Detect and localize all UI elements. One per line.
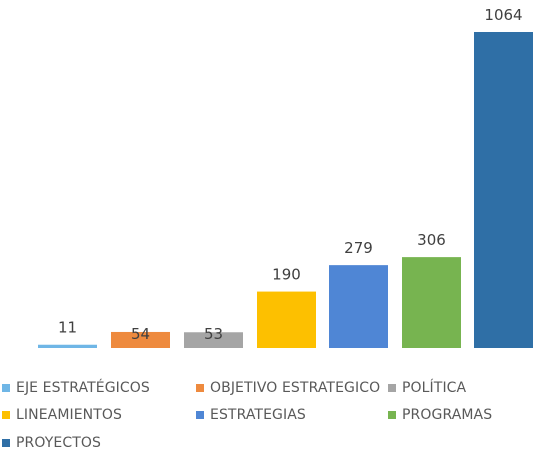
legend-swatch [2,384,10,392]
bars-layer [38,32,533,348]
data-labels-layer: 11 54 53 190 279 306 1064 [58,6,523,343]
legend-label: EJE ESTRATÉGICOS [16,380,150,396]
legend-label: PROYECTOS [16,435,101,451]
bar-programas [402,257,461,348]
legend-swatch [388,384,396,392]
bar-proyectos [474,32,533,348]
bar-estrategias [329,265,388,348]
bar-objetivo-estrategico [111,331,170,348]
legend-item-estrategias: ESTRATEGIAS [196,405,306,425]
legend-label: ESTRATEGIAS [210,407,306,423]
legend-item-proyectos: PROYECTOS [2,433,101,453]
data-label-lineamientos: 190 [272,266,301,284]
bar-politica [184,332,243,348]
legend-swatch [2,439,10,447]
data-label-objetivo-estrategico: 54 [131,325,150,343]
legend-item-eje-estrategicos: EJE ESTRATÉGICOS [2,378,150,398]
legend-swatch [2,411,10,419]
legend-item-lineamientos: LINEAMIENTOS [2,405,122,425]
bar-lineamientos [257,291,316,348]
legend: EJE ESTRATÉGICOS OBJETIVO ESTRATEGICO PO… [0,372,534,462]
legend-item-objetivo-estrategico: OBJETIVO ESTRATEGICO [196,378,380,398]
data-label-proyectos: 1064 [484,6,522,24]
legend-label: LINEAMIENTOS [16,407,123,423]
legend-swatch [388,411,396,419]
legend-swatch [196,411,204,419]
data-label-politica: 53 [204,325,223,343]
legend-item-programas: PROGRAMAS [388,405,492,425]
legend-swatch [196,384,204,392]
data-label-estrategias: 279 [344,239,373,257]
legend-label: OBJETIVO ESTRATEGICO [210,380,381,396]
legend-item-politica: POLÍTICA [388,378,466,398]
legend-label: POLÍTICA [402,380,467,396]
bar-eje-estrategicos [38,344,97,348]
data-label-eje-estrategicos: 11 [58,319,77,337]
bar-chart: 11 54 53 190 279 306 1064 [38,6,533,348]
legend-label: PROGRAMAS [402,407,493,423]
data-label-programas: 306 [417,231,446,249]
